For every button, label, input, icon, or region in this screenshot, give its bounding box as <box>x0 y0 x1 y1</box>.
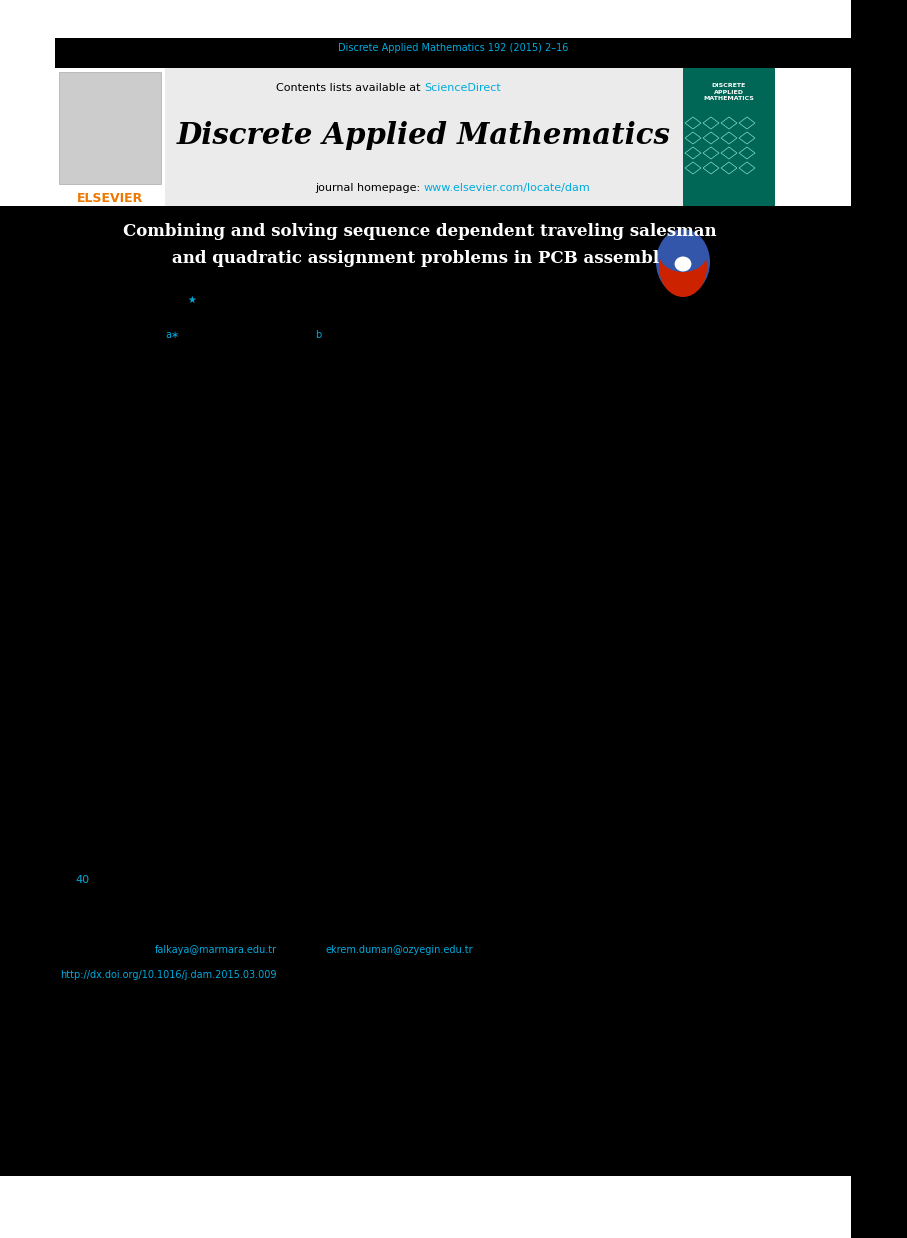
Text: http://dx.doi.org/10.1016/j.dam.2015.03.009: http://dx.doi.org/10.1016/j.dam.2015.03.… <box>60 971 277 980</box>
FancyBboxPatch shape <box>55 206 851 1176</box>
Text: www.elsevier.com/locate/dam: www.elsevier.com/locate/dam <box>424 183 590 193</box>
Text: Contents lists available at: Contents lists available at <box>276 83 424 93</box>
Ellipse shape <box>659 236 707 272</box>
Text: Combining and solving sequence dependent traveling salesman
and quadratic assign: Combining and solving sequence dependent… <box>123 223 717 266</box>
Text: Discrete Applied Mathematics: Discrete Applied Mathematics <box>177 121 671 151</box>
FancyBboxPatch shape <box>851 0 907 1238</box>
Text: a∗: a∗ <box>165 331 179 340</box>
FancyBboxPatch shape <box>0 0 907 68</box>
Ellipse shape <box>675 256 691 271</box>
Text: ScienceDirect: ScienceDirect <box>424 83 501 93</box>
FancyBboxPatch shape <box>165 68 683 206</box>
Text: falkaya@marmara.edu.tr: falkaya@marmara.edu.tr <box>155 945 278 954</box>
FancyBboxPatch shape <box>55 68 165 206</box>
Text: ★: ★ <box>188 295 197 305</box>
Text: journal homepage:: journal homepage: <box>316 183 424 193</box>
Text: DISCRETE
APPLIED
MATHEMATICS: DISCRETE APPLIED MATHEMATICS <box>704 83 755 102</box>
Text: Discrete Applied Mathematics 192 (2015) 2–16: Discrete Applied Mathematics 192 (2015) … <box>337 43 568 53</box>
FancyBboxPatch shape <box>59 72 161 184</box>
FancyBboxPatch shape <box>0 206 55 1176</box>
Text: 40: 40 <box>75 875 89 885</box>
Text: ekrem.duman@ozyegin.edu.tr: ekrem.duman@ozyegin.edu.tr <box>325 945 473 954</box>
Ellipse shape <box>659 236 707 297</box>
Text: ELSEVIER: ELSEVIER <box>77 192 143 204</box>
FancyBboxPatch shape <box>55 38 851 68</box>
Text: b: b <box>315 331 321 340</box>
FancyBboxPatch shape <box>683 68 775 206</box>
Ellipse shape <box>656 229 710 295</box>
